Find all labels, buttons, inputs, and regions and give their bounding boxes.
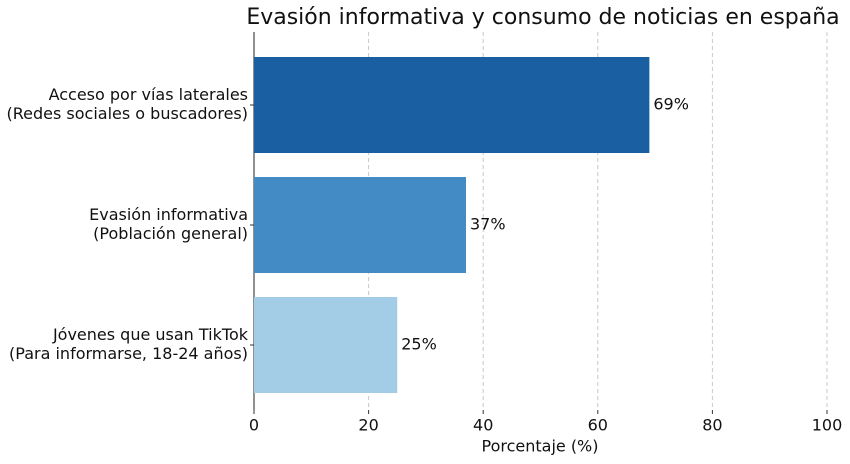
chart-title: Evasión informativa y consumo de noticia… [246, 5, 839, 30]
x-tick-label: 60 [588, 416, 608, 435]
value-label: 25% [401, 335, 437, 354]
bar [254, 297, 398, 393]
bar [254, 177, 467, 273]
y-tick-label: Evasión informativa [89, 205, 248, 224]
value-label: 69% [653, 95, 689, 114]
y-tick-label: (Redes sociales o buscadores) [7, 104, 249, 123]
y-tick-label: (Población general) [93, 224, 248, 243]
x-tick-label: 40 [473, 416, 493, 435]
x-tick-label: 80 [702, 416, 722, 435]
bar [254, 57, 650, 153]
y-tick-label: (Para informarse, 18-24 años) [9, 344, 248, 363]
x-tick-label: 0 [249, 416, 259, 435]
y-tick-label: Jóvenes que usan TikTok [52, 325, 249, 344]
value-label: 37% [470, 215, 506, 234]
y-tick-label: Acceso por vías laterales [49, 85, 248, 104]
x-tick-label: 20 [358, 416, 378, 435]
x-axis-label: Porcentaje (%) [481, 437, 598, 456]
x-tick-label: 100 [812, 416, 843, 435]
